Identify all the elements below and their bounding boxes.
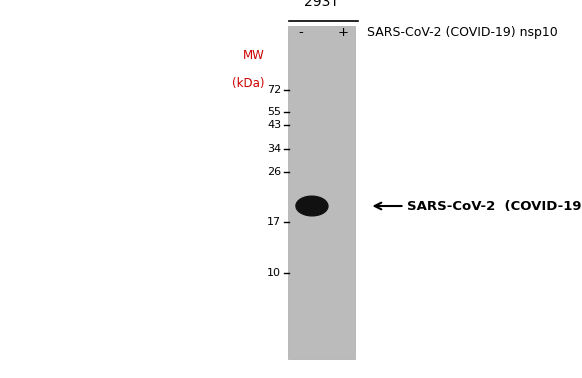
Text: 293T: 293T [304, 0, 339, 9]
Text: 43: 43 [267, 120, 281, 130]
Text: SARS-CoV-2 (COVID-19) nsp10: SARS-CoV-2 (COVID-19) nsp10 [367, 26, 558, 39]
Text: +: + [338, 26, 349, 39]
Text: 34: 34 [267, 144, 281, 153]
Text: 10: 10 [267, 268, 281, 278]
Text: 17: 17 [267, 217, 281, 227]
Text: 55: 55 [267, 107, 281, 117]
Ellipse shape [296, 196, 328, 216]
Text: MW: MW [243, 50, 265, 62]
Text: -: - [298, 26, 303, 39]
Bar [288, 26, 355, 359]
Text: 72: 72 [267, 85, 281, 94]
Text: 26: 26 [267, 167, 281, 177]
Text: (kDa): (kDa) [232, 77, 265, 90]
Text: SARS-CoV-2  (COVID-19)  nsp10: SARS-CoV-2 (COVID-19) nsp10 [407, 200, 582, 212]
